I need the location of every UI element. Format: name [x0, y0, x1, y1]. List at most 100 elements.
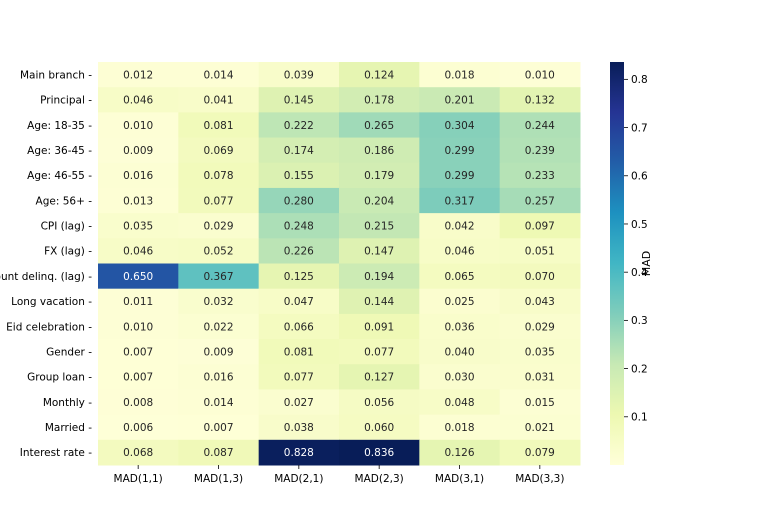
- column-label: MAD(3,1): [435, 473, 484, 485]
- cell-value-label: 0.031: [525, 372, 555, 384]
- heatmap-cell: [178, 87, 260, 113]
- column-labels: MAD(1,1) MAD(1,3) MAD(2,1) MAD(2,3) MAD(3,1)…: [114, 465, 564, 485]
- cell-value-label: 0.014: [203, 69, 233, 81]
- column-label: MAD(2,1): [274, 473, 323, 485]
- cell-value-label: 0.046: [444, 246, 474, 258]
- heatmap-cell: [499, 62, 581, 88]
- heatmap-cell: [499, 112, 581, 139]
- heatmap-cell: [178, 187, 260, 214]
- heatmap-cell: [178, 389, 260, 416]
- cell-value-label: 0.022: [203, 321, 233, 333]
- heatmap-cell: [339, 364, 420, 390]
- cell-value-label: 0.226: [284, 246, 314, 258]
- cell-value-label: 0.204: [364, 195, 394, 207]
- cell-value-label: 0.029: [525, 321, 555, 333]
- cell-value-label: 0.042: [444, 221, 474, 233]
- heatmap-cell: [258, 288, 340, 315]
- cell-value-label: 0.046: [123, 246, 153, 258]
- row-label: FX (lag) -: [44, 246, 92, 258]
- heatmap-cell: [419, 339, 501, 365]
- heatmap-cell: [178, 112, 260, 139]
- colorbar-ticks: 0.1 0.2 0.3 0.4 0.5 0.6 0.7 0.8: [624, 74, 648, 424]
- cell-value-label: 0.009: [203, 346, 233, 358]
- heatmap-cell: [258, 313, 340, 340]
- heatmap-cell: [98, 439, 179, 466]
- cell-value-label: 0.179: [364, 170, 394, 182]
- cell-value-label: 0.018: [444, 422, 474, 434]
- heatmap-cell: [339, 187, 420, 214]
- heatmap-cell: [499, 87, 581, 113]
- heatmap-cell: [98, 364, 179, 390]
- heatmap-cell: [499, 339, 581, 365]
- heatmap-cell: [178, 339, 260, 365]
- heatmap-cell: [98, 389, 179, 416]
- colorbar-tick-label: 0.5: [631, 219, 648, 231]
- heatmap-cell: [419, 62, 501, 88]
- cell-value-label: 0.048: [444, 397, 474, 409]
- cell-value-label: 0.047: [284, 296, 314, 308]
- cell-value-label: 0.069: [203, 145, 233, 157]
- cell-value-label: 0.043: [525, 296, 555, 308]
- row-label: Age: 36-45 -: [27, 145, 92, 157]
- heatmap-cell: [98, 288, 179, 315]
- heatmap-cell: [419, 263, 501, 290]
- cell-value-label: 0.265: [364, 120, 394, 132]
- heatmap-cell: [98, 313, 179, 340]
- cell-value-label: 0.007: [203, 422, 233, 434]
- heatmap-cell: [258, 339, 340, 365]
- cell-value-label: 0.041: [203, 95, 233, 107]
- cell-value-label: 0.070: [525, 271, 555, 283]
- heatmap-cell: [419, 162, 501, 189]
- cell-value-label: 0.007: [123, 346, 153, 358]
- cell-value-label: 0.087: [203, 447, 233, 459]
- heatmap-cell: [499, 414, 581, 441]
- cell-value-label: 0.077: [284, 372, 314, 384]
- heatmap-cell: [499, 162, 581, 189]
- heatmap-cell: [98, 112, 179, 139]
- heatmap-cell: [258, 213, 340, 239]
- cell-value-label: 0.233: [525, 170, 555, 182]
- cell-value-label: 0.650: [123, 271, 153, 283]
- row-label: Principal -: [40, 95, 92, 107]
- cell-value-label: 0.132: [525, 95, 555, 107]
- colorbar-tick-label: 0.4: [631, 267, 648, 279]
- heatmap-cell: [258, 414, 340, 441]
- row-label: Age: 56+ -: [36, 195, 93, 207]
- cell-value-label: 0.016: [123, 170, 153, 182]
- heatmap-cell: [98, 339, 179, 365]
- heatmap-cell: [258, 389, 340, 416]
- cell-value-label: 0.009: [123, 145, 153, 157]
- cell-value-label: 0.052: [203, 246, 233, 258]
- cell-value-label: 0.147: [364, 246, 394, 258]
- row-label: Age: 18-35 -: [27, 120, 92, 132]
- cell-value-label: 0.201: [444, 95, 474, 107]
- column-label: MAD(1,1): [114, 473, 163, 485]
- cell-value-label: 0.010: [525, 69, 555, 81]
- heatmap-cell: [499, 238, 581, 264]
- colorbar-label: MAD: [640, 251, 653, 277]
- heatmap-cell: [178, 137, 260, 164]
- heatmap-cell: [258, 87, 340, 113]
- cell-value-label: 0.038: [284, 422, 314, 434]
- colorbar: 0.1 0.2 0.3 0.4 0.5 0.6 0.7 0.8 MAD: [610, 62, 653, 465]
- heatmap-cell: [258, 112, 340, 139]
- cell-value-label: 0.010: [123, 120, 153, 132]
- cell-value-label: 0.836: [364, 447, 394, 459]
- heatmap-cell: [258, 187, 340, 214]
- heatmap-cell: [499, 439, 581, 466]
- cell-value-label: 0.051: [525, 246, 555, 258]
- heatmap-cell: [339, 112, 420, 139]
- cell-value-label: 0.222: [284, 120, 314, 132]
- heatmap-cell: [339, 339, 420, 365]
- heatmap-cell: [339, 439, 420, 466]
- cell-value-label: 0.007: [123, 372, 153, 384]
- cell-value-label: 0.317: [444, 195, 474, 207]
- heatmap-cells: 0.012 0.014 0.039 0.124 0.018 0.010 0.046 0.041…: [98, 62, 581, 466]
- cell-value-label: 0.077: [203, 195, 233, 207]
- heatmap-cell: [98, 263, 179, 290]
- heatmap-cell: [419, 313, 501, 340]
- heatmap-cell: [339, 238, 420, 264]
- cell-value-label: 0.016: [203, 372, 233, 384]
- cell-value-label: 0.178: [364, 95, 394, 107]
